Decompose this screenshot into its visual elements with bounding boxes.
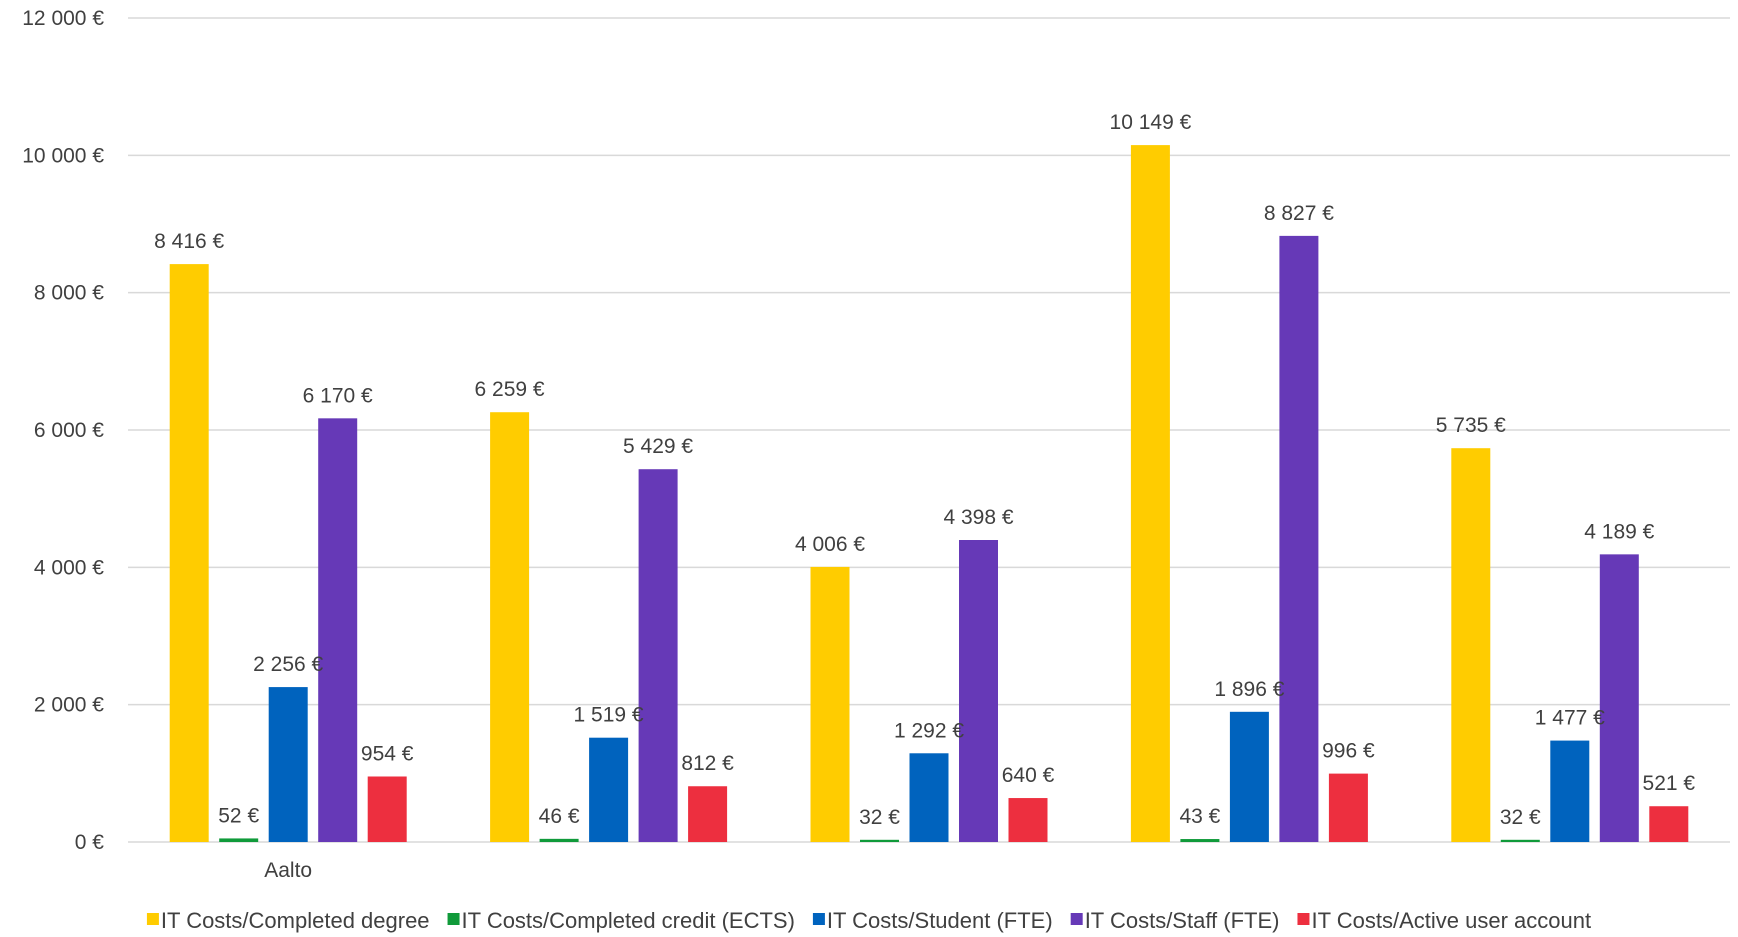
data-label: 46 € xyxy=(539,805,580,828)
bar xyxy=(589,737,629,842)
bar xyxy=(638,469,678,842)
legend-label: IT Costs/Completed credit (ECTS) xyxy=(462,908,795,933)
data-label: 4 189 € xyxy=(1584,520,1654,543)
legend-swatch xyxy=(146,913,159,925)
bar xyxy=(1279,235,1319,842)
data-label: 812 € xyxy=(681,752,734,775)
legend-item: IT Costs/Staff (FTE) xyxy=(1070,908,1280,933)
bar xyxy=(367,776,407,842)
data-label: 4 006 € xyxy=(795,533,865,556)
bar xyxy=(1328,773,1368,842)
legend-label: IT Costs/Active user account xyxy=(1311,908,1591,933)
bar xyxy=(169,264,209,842)
y-tick-label: 8 000 € xyxy=(34,282,104,305)
data-label: 521 € xyxy=(1643,772,1696,795)
data-label: 996 € xyxy=(1322,740,1375,763)
bar xyxy=(1451,448,1491,842)
data-label: 32 € xyxy=(1500,806,1541,829)
bar xyxy=(810,566,850,842)
legend-item: IT Costs/Student (FTE) xyxy=(812,908,1053,933)
legend-label: IT Costs/Completed degree xyxy=(161,908,430,933)
data-label: 6 170 € xyxy=(303,384,373,407)
legend: IT Costs/Completed degree IT Costs/Comple… xyxy=(146,908,1591,933)
category-label: Aalto xyxy=(264,859,312,882)
legend-swatch xyxy=(1297,913,1310,925)
bar xyxy=(860,839,899,842)
data-label: 6 259 € xyxy=(475,378,545,401)
y-tick-label: 12 000 € xyxy=(22,7,104,30)
data-label: 8 827 € xyxy=(1264,202,1334,225)
y-tick-label: 10 000 € xyxy=(22,144,104,167)
y-tick-label: 2 000 € xyxy=(34,694,104,717)
bar xyxy=(268,687,308,842)
legend-label: IT Costs/Staff (FTE) xyxy=(1085,908,1280,933)
data-label: 10 149 € xyxy=(1110,111,1192,134)
data-label: 954 € xyxy=(361,742,414,765)
legend-item: IT Costs/Completed credit (ECTS) xyxy=(447,908,795,933)
legend-item: IT Costs/Completed degree xyxy=(146,908,430,933)
data-label: 1 519 € xyxy=(574,704,644,727)
y-tick-label: 6 000 € xyxy=(34,419,104,442)
bar xyxy=(1649,806,1689,842)
data-label: 43 € xyxy=(1179,805,1220,828)
legend-label: IT Costs/Student (FTE) xyxy=(827,908,1053,933)
legend-swatch xyxy=(447,913,460,925)
bar xyxy=(1550,740,1590,842)
bar xyxy=(1008,798,1048,842)
data-label: 4 398 € xyxy=(943,506,1013,529)
legend-item: IT Costs/Active user account xyxy=(1297,908,1591,933)
y-tick-label: 0 € xyxy=(75,831,105,854)
data-label: 8 416 € xyxy=(154,230,224,253)
category-labels: Aalto xyxy=(264,859,312,882)
bar xyxy=(219,838,259,842)
bars xyxy=(169,145,1689,843)
bar xyxy=(1130,145,1170,843)
data-label: 32 € xyxy=(859,806,900,829)
bar xyxy=(688,786,728,842)
legend-swatch xyxy=(812,913,825,925)
bar xyxy=(959,540,998,842)
data-label: 1 896 € xyxy=(1214,678,1284,701)
data-label: 2 256 € xyxy=(253,653,323,676)
bar xyxy=(1500,839,1540,842)
legend-swatch xyxy=(1070,913,1083,925)
bar xyxy=(318,418,358,842)
bar xyxy=(1599,554,1639,842)
bar xyxy=(1229,711,1269,842)
y-axis-tick-labels: 0 € 2 000 € 4 000 € 6 000 € 8 000 € 10 000 € 1… xyxy=(22,7,104,854)
data-labels: 8 416 € 52 € 2 256 € 6 170 € 954 € 6 259 € 46 … xyxy=(154,111,1695,829)
y-tick-label: 4 000 € xyxy=(34,556,104,579)
bar xyxy=(909,753,949,842)
gridlines xyxy=(128,17,1730,843)
data-label: 640 € xyxy=(1002,764,1055,787)
bar xyxy=(539,838,579,842)
bar xyxy=(1180,839,1220,842)
bar xyxy=(490,412,530,842)
data-label: 52 € xyxy=(218,804,259,827)
data-label: 1 477 € xyxy=(1535,707,1605,730)
data-label: 5 429 € xyxy=(623,435,693,458)
data-label: 5 735 € xyxy=(1436,414,1506,437)
data-label: 1 292 € xyxy=(894,719,964,742)
